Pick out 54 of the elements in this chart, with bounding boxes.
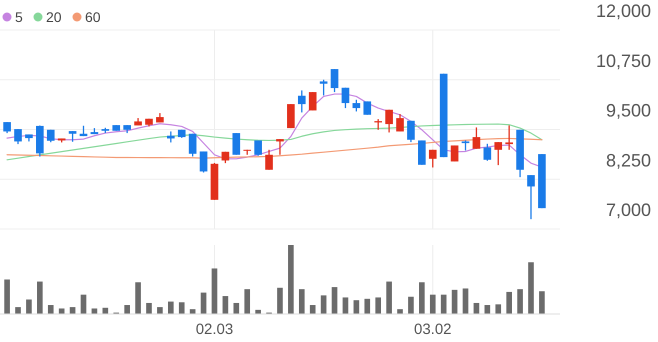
bar bbox=[190, 309, 196, 314]
bar bbox=[4, 280, 10, 314]
bar bbox=[146, 302, 152, 314]
bar bbox=[506, 292, 512, 314]
x-tick-label: 03.02 bbox=[414, 321, 452, 338]
bar bbox=[37, 282, 43, 314]
bar bbox=[495, 304, 502, 314]
bar bbox=[528, 262, 534, 314]
bar bbox=[244, 289, 250, 314]
y-tick-label: 8,250 bbox=[606, 150, 651, 170]
y-tick-label: 9,500 bbox=[606, 100, 651, 120]
bar bbox=[440, 294, 446, 314]
bar bbox=[517, 289, 523, 314]
bar bbox=[474, 302, 480, 314]
bar bbox=[375, 297, 382, 314]
bar bbox=[342, 297, 348, 314]
bar bbox=[277, 288, 283, 314]
bar bbox=[484, 305, 490, 314]
bar bbox=[408, 296, 414, 314]
x-tick-label: 02.03 bbox=[196, 321, 234, 338]
bar bbox=[26, 300, 32, 314]
bar bbox=[332, 287, 338, 314]
bar bbox=[168, 302, 174, 314]
legend-label: 20 bbox=[46, 9, 62, 25]
bar bbox=[386, 282, 392, 314]
bar bbox=[157, 307, 163, 314]
bar bbox=[452, 290, 458, 314]
bar bbox=[212, 268, 218, 314]
bar bbox=[70, 307, 76, 314]
bar bbox=[288, 245, 294, 314]
bar bbox=[430, 294, 436, 314]
bar bbox=[135, 282, 141, 314]
bar bbox=[298, 289, 305, 314]
bar bbox=[222, 296, 228, 314]
bar bbox=[364, 298, 370, 314]
bar bbox=[320, 295, 326, 314]
bar bbox=[310, 305, 316, 314]
y-tick-label: 12,000 bbox=[596, 1, 651, 21]
legend-label: 5 bbox=[15, 9, 23, 25]
bar bbox=[462, 288, 468, 314]
bar bbox=[354, 300, 360, 314]
bar bbox=[539, 291, 545, 314]
bar bbox=[200, 292, 206, 314]
bar bbox=[397, 309, 403, 314]
y-tick-label: 7,000 bbox=[606, 200, 651, 220]
bar bbox=[48, 305, 54, 314]
bar bbox=[15, 307, 21, 314]
bar bbox=[80, 294, 86, 314]
bar bbox=[419, 282, 425, 314]
bar bbox=[124, 305, 130, 314]
bar bbox=[233, 302, 240, 314]
bar bbox=[178, 302, 185, 314]
legend-label: 60 bbox=[85, 9, 101, 25]
y-tick-label: 10,750 bbox=[596, 50, 651, 71]
